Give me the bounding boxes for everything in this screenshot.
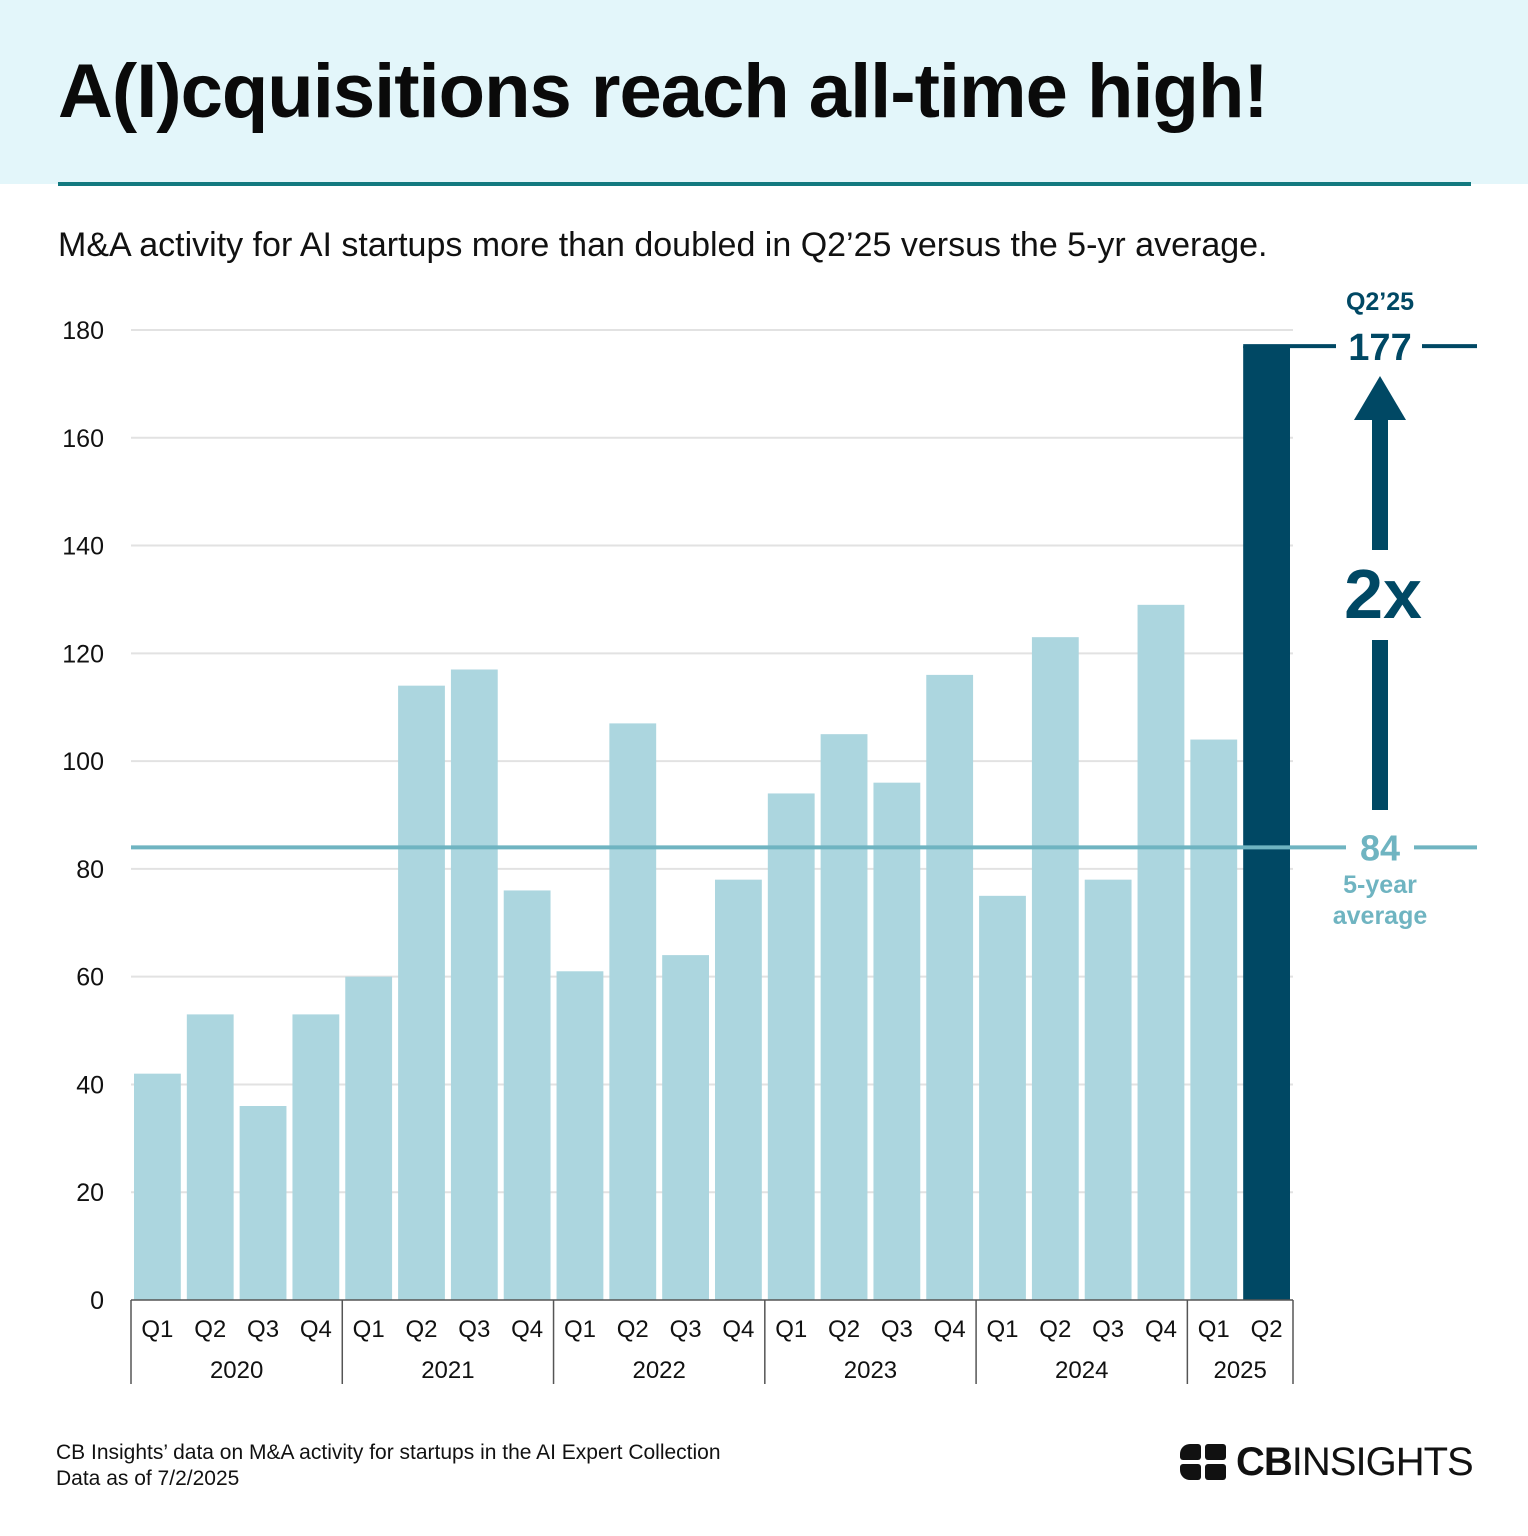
- data-date-line: Data as of 7/2/2025: [56, 1467, 240, 1490]
- year-group-label: 2022: [632, 1357, 685, 1384]
- y-tick-label: 160: [62, 425, 104, 453]
- bar: [345, 976, 393, 1300]
- cb-insights-logo: CBINSIGHTS: [1180, 1439, 1474, 1485]
- bar: [820, 734, 868, 1300]
- year-group-label: 2021: [421, 1357, 474, 1384]
- year-group-label: 2020: [210, 1357, 263, 1384]
- x-tick-label: Q3: [247, 1316, 279, 1343]
- bar: [609, 723, 657, 1300]
- bar: [926, 674, 974, 1300]
- header-divider: [58, 182, 1471, 186]
- y-tick-label: 80: [76, 856, 104, 884]
- arrow-shaft-lower: [1372, 640, 1388, 810]
- x-tick-label: Q3: [881, 1316, 913, 1343]
- x-tick-label: Q2: [828, 1316, 860, 1343]
- year-group-label: 2024: [1055, 1357, 1108, 1384]
- x-tick-label: Q3: [670, 1316, 702, 1343]
- bar: [556, 971, 604, 1300]
- bar: [767, 793, 815, 1300]
- x-tick-label: Q1: [986, 1316, 1018, 1343]
- x-tick-label: Q1: [353, 1316, 385, 1343]
- x-tick-label: Q2: [1039, 1316, 1071, 1343]
- header-band: [0, 0, 1528, 184]
- source-note: CB Insights’ data on M&A activity for st…: [56, 1440, 721, 1492]
- bar: [1031, 637, 1079, 1300]
- y-tick-label: 100: [62, 748, 104, 776]
- bar: [662, 955, 709, 1300]
- x-tick-label: Q4: [511, 1316, 543, 1343]
- average-caption-line1: 5-year: [1343, 871, 1417, 899]
- bar: [1137, 604, 1185, 1300]
- x-tick-label: Q3: [1092, 1316, 1124, 1343]
- x-tick-label: Q1: [775, 1316, 807, 1343]
- x-tick-label: Q2: [194, 1316, 226, 1343]
- bar: [1190, 739, 1238, 1300]
- x-tick-label: Q2: [1251, 1316, 1283, 1343]
- y-tick-label: 0: [90, 1287, 104, 1315]
- logo-wordmark-regular: INSIGHTS: [1291, 1439, 1474, 1484]
- cb-insights-logo-icon: [1180, 1444, 1228, 1480]
- bar: [1084, 879, 1132, 1300]
- y-tick-label: 120: [62, 640, 104, 668]
- year-group-label: 2025: [1213, 1357, 1266, 1384]
- bar: [450, 669, 498, 1300]
- x-tick-label: Q4: [1145, 1316, 1177, 1343]
- x-tick-label: Q2: [405, 1316, 437, 1343]
- y-tick-label: 20: [76, 1179, 104, 1207]
- peak-caption-label: Q2’25: [1346, 288, 1414, 316]
- bar: [134, 1073, 181, 1300]
- x-tick-label: Q3: [458, 1316, 490, 1343]
- bar: [239, 1106, 287, 1300]
- bar: [873, 782, 921, 1300]
- y-tick-label: 180: [62, 317, 104, 345]
- bar: [503, 890, 551, 1300]
- multiplier-label: 2x: [1344, 555, 1422, 633]
- logo-wordmark-bold: CB: [1236, 1439, 1293, 1484]
- average-value-label: 84: [1360, 827, 1400, 868]
- y-tick-label: 40: [76, 1071, 104, 1099]
- x-tick-label: Q4: [934, 1316, 966, 1343]
- x-tick-label: Q1: [564, 1316, 596, 1343]
- page-title: A(I)cquisitions reach all-time high!: [58, 49, 1269, 134]
- y-tick-label: 140: [62, 533, 104, 561]
- x-tick-label: Q4: [722, 1316, 754, 1343]
- bar: [292, 1014, 340, 1300]
- bar-chart: 0 20 40 60 80 100 120 140 160 180 Q1 Q2 Q3 Q4 Q1 Q2 Q3 Q4…: [62, 288, 1477, 1384]
- logo-wordmark: CBINSIGHTS: [1236, 1439, 1474, 1485]
- average-caption-line2: average: [1333, 902, 1428, 930]
- y-tick-label: 60: [76, 964, 104, 992]
- x-tick-label: Q1: [1198, 1316, 1230, 1343]
- x-tick-label: Q4: [300, 1316, 332, 1343]
- bar: [979, 895, 1026, 1300]
- bar: [715, 879, 762, 1300]
- year-group-label: 2023: [844, 1357, 897, 1384]
- source-line: CB Insights’ data on M&A activity for st…: [56, 1441, 721, 1464]
- arrow-up-icon: [1354, 376, 1406, 420]
- arrow-shaft-upper: [1372, 418, 1388, 550]
- peak-value-label: 177: [1348, 327, 1411, 369]
- bar: [186, 1014, 234, 1300]
- chart-subtitle: M&A activity for AI startups more than d…: [58, 226, 1268, 264]
- x-tick-label: Q1: [141, 1316, 173, 1343]
- x-tick-label: Q2: [617, 1316, 649, 1343]
- bar: [1243, 346, 1290, 1301]
- bar: [398, 685, 445, 1300]
